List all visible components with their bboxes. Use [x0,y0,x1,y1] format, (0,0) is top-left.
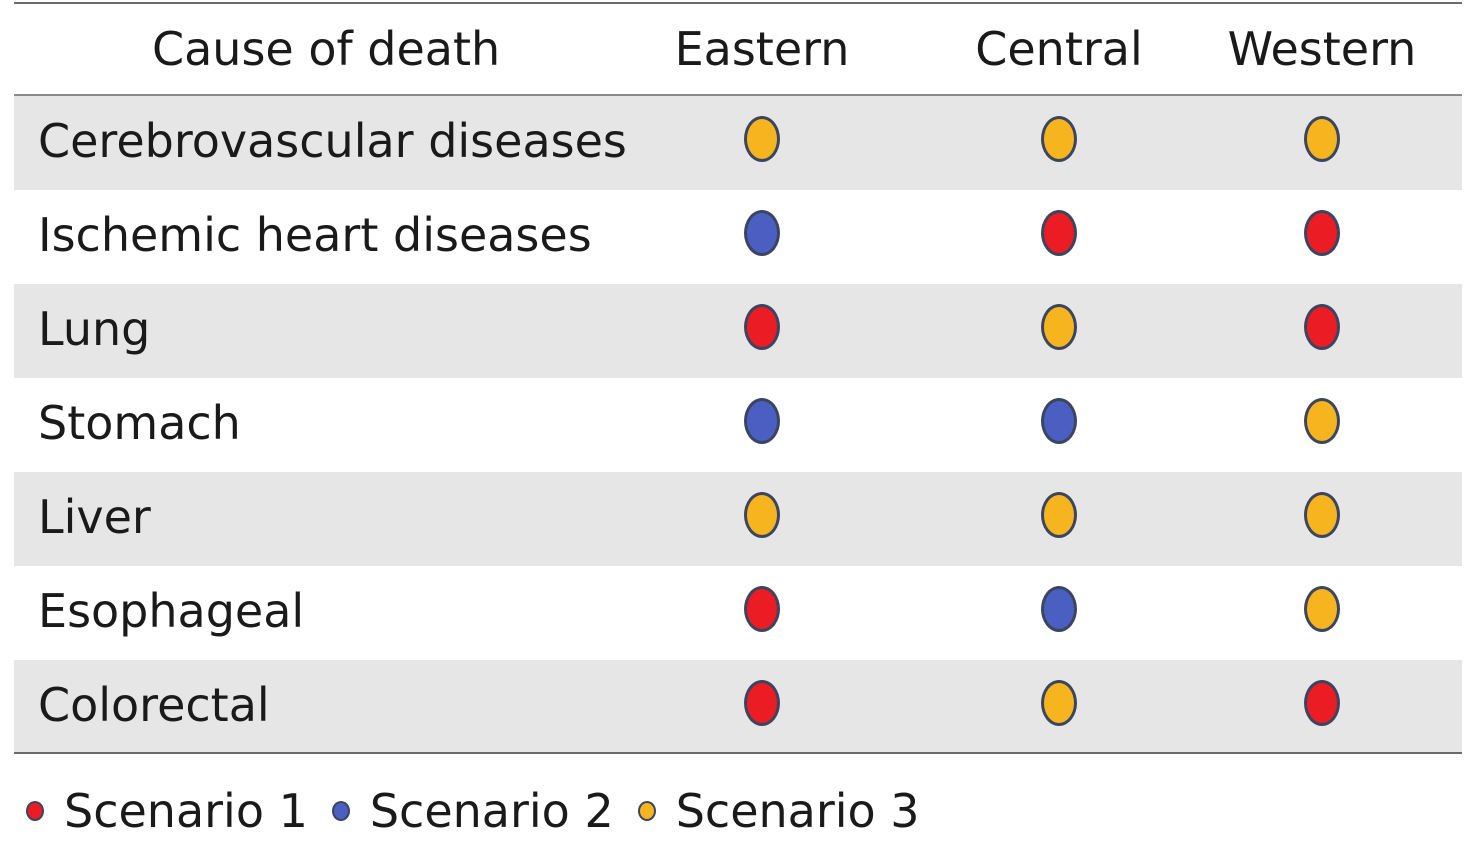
scenario-dot-eastern [744,304,780,350]
scenario-dot-western [1304,586,1340,632]
legend-marker [331,801,350,821]
legend-label: Scenario 3 [675,784,920,838]
top-rule [14,2,1462,4]
scenario-dot-central [1041,492,1077,538]
row-label: Liver [38,490,151,544]
legend-marker [26,801,44,821]
scenario-dot-eastern [744,586,780,632]
header-eastern: Eastern [674,22,850,76]
scenario-dot-central [1041,680,1077,726]
scenario-dot-eastern [744,210,780,256]
table-row: Stomach [14,378,1462,472]
header-rule [14,94,1462,96]
legend-marker [637,801,656,821]
legend-label: Scenario 1 [64,784,308,838]
legend-item: Scenario 2 [331,784,614,838]
scenario-dot-eastern [744,492,780,538]
row-label: Lung [38,302,151,356]
legend: Scenario 1 Scenario 2 Scenario 3 [26,778,944,844]
table-row: Cerebrovascular diseases [14,96,1462,190]
scenario-dot-central [1041,398,1077,444]
header-central: Central [975,22,1143,76]
header-western: Western [1227,22,1417,76]
scenario-dot-eastern [744,116,780,162]
scenario-dot-western [1304,398,1340,444]
scenario-dot-central [1041,116,1077,162]
table-row: Liver [14,472,1462,566]
scenario-dot-eastern [744,398,780,444]
table-row: Lung [14,284,1462,378]
table-row: Colorectal [14,660,1462,754]
table-row: Esophageal [14,566,1462,660]
legend-item: Scenario 1 [26,784,308,838]
scenario-dot-western [1304,116,1340,162]
table-row: Ischemic heart diseases [14,190,1462,284]
row-label: Stomach [38,396,241,450]
scenario-dot-central [1041,304,1077,350]
header-row: Cause of death Eastern Central Western [14,4,1462,94]
legend-label: Scenario 2 [369,784,614,838]
scenario-dot-central [1041,210,1077,256]
scenario-dot-eastern [744,680,780,726]
row-label: Ischemic heart diseases [38,208,592,262]
bottom-rule [14,752,1462,754]
scenario-dot-central [1041,586,1077,632]
scenario-dot-western [1304,680,1340,726]
legend-item: Scenario 3 [637,784,920,838]
table-body: Cerebrovascular diseases Ischemic heart d… [14,96,1462,754]
row-label: Colorectal [38,678,270,732]
scenario-dot-western [1304,304,1340,350]
scenario-dot-western [1304,210,1340,256]
scenario-dot-western [1304,492,1340,538]
row-label: Cerebrovascular diseases [38,114,627,168]
row-label: Esophageal [38,584,305,638]
header-cause: Cause of death [152,22,501,76]
